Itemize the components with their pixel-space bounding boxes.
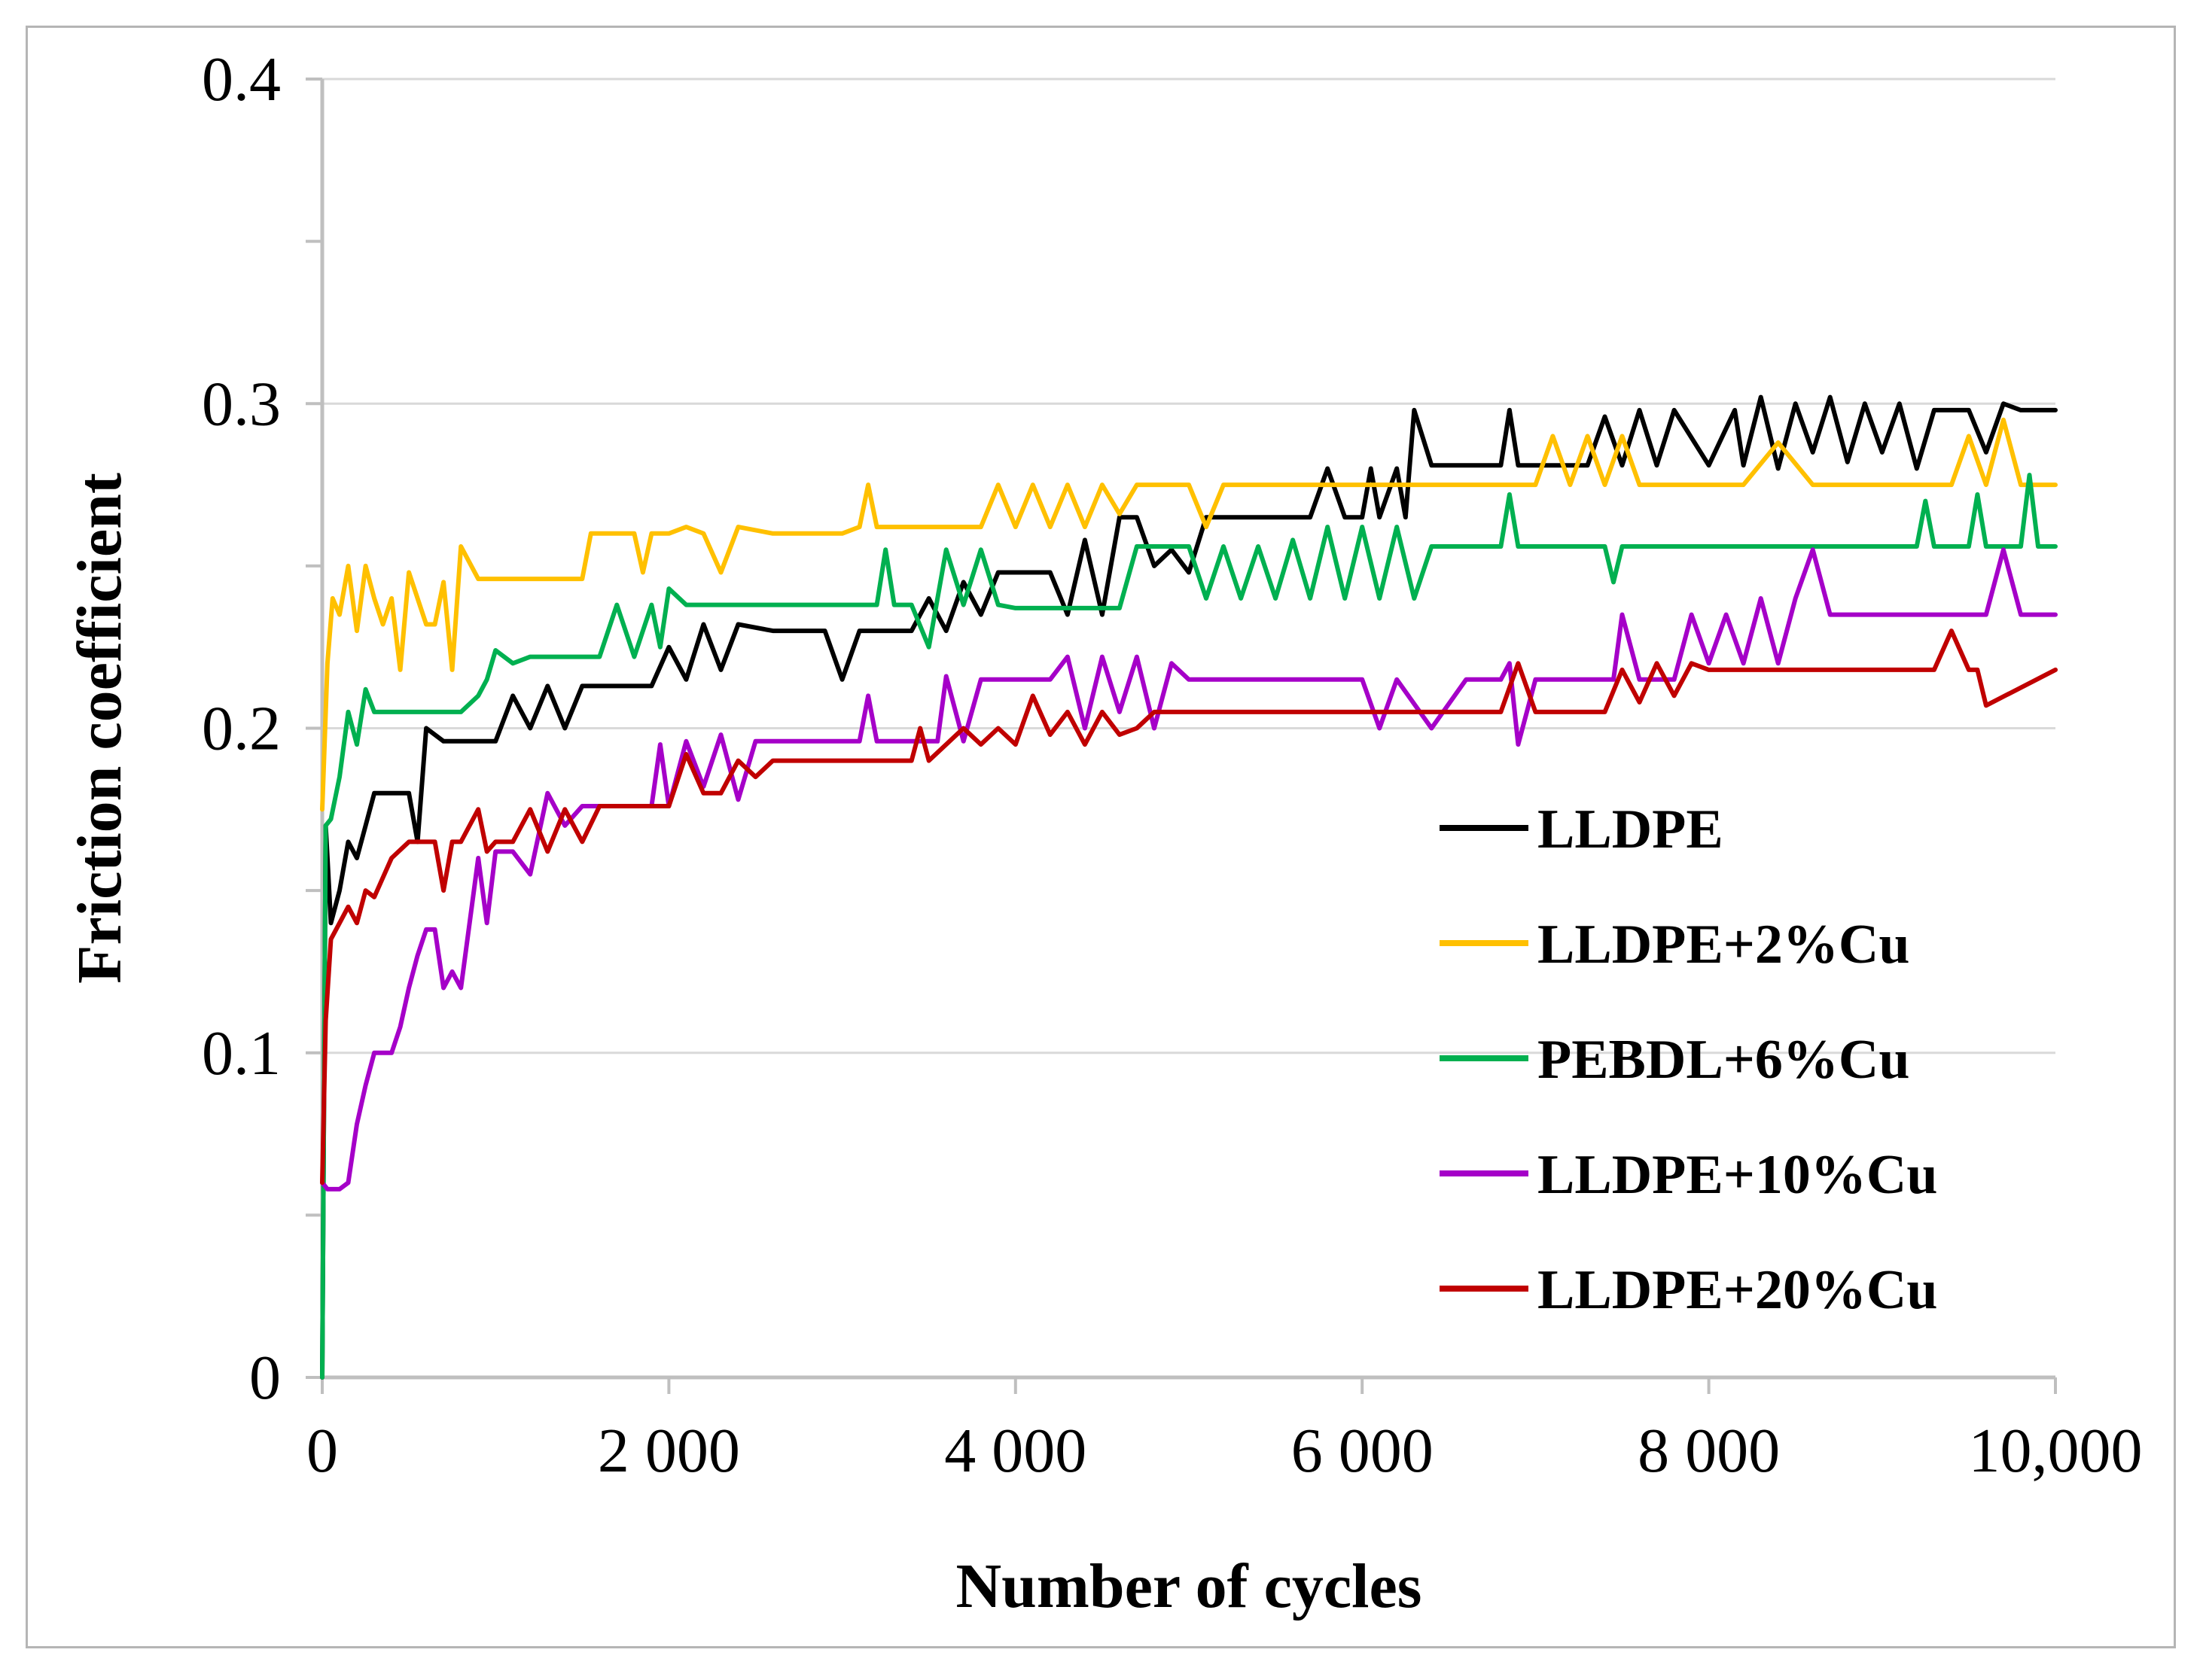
y-tick-label: 0 (249, 1343, 281, 1413)
tick-labels: 0 0.1 0.2 0.3 0.4 0 2 000 4 000 6 000 8 000 10,000 (202, 44, 2143, 1486)
x-tick-label: 2 000 (598, 1416, 740, 1486)
y-axis-title: Friction coefficient (65, 473, 135, 984)
y-tick-label: 0.1 (202, 1018, 281, 1088)
y-tick-label: 0.2 (202, 694, 281, 764)
gridlines (322, 78, 2055, 1055)
data-series (320, 394, 2058, 1380)
legend: LLDPE LLDPE+2%Cu PEBDL+6%Cu LLDPE+10%Cu LLDP… (1440, 799, 1937, 1321)
legend-label: LLDPE+2%Cu (1537, 914, 1909, 975)
legend-label: LLDPE+20%Cu (1537, 1259, 1937, 1321)
series-line-lldpe (320, 394, 2058, 1380)
series-line-lldpe-20-cu (320, 628, 2058, 1185)
y-tick-label: 0.3 (202, 369, 281, 439)
x-tick-label: 8 000 (1638, 1416, 1780, 1486)
series-line-pebdl-6-cu (320, 473, 2058, 1380)
series-line-lldpe-2-cu (320, 417, 2058, 812)
x-tick-label: 10,000 (1969, 1416, 2143, 1486)
x-tick-label: 0 (306, 1416, 338, 1486)
y-tick-label: 0.4 (202, 44, 281, 114)
series-line-lldpe-10-cu (320, 547, 2058, 1192)
x-tick-label: 4 000 (944, 1416, 1086, 1486)
x-tick-label: 6 000 (1291, 1416, 1434, 1486)
legend-label: LLDPE (1537, 799, 1723, 860)
legend-label: LLDPE+10%Cu (1537, 1144, 1937, 1206)
legend-label: PEBDL+6%Cu (1537, 1029, 1909, 1091)
x-axis-title: Number of cycles (956, 1551, 1422, 1621)
